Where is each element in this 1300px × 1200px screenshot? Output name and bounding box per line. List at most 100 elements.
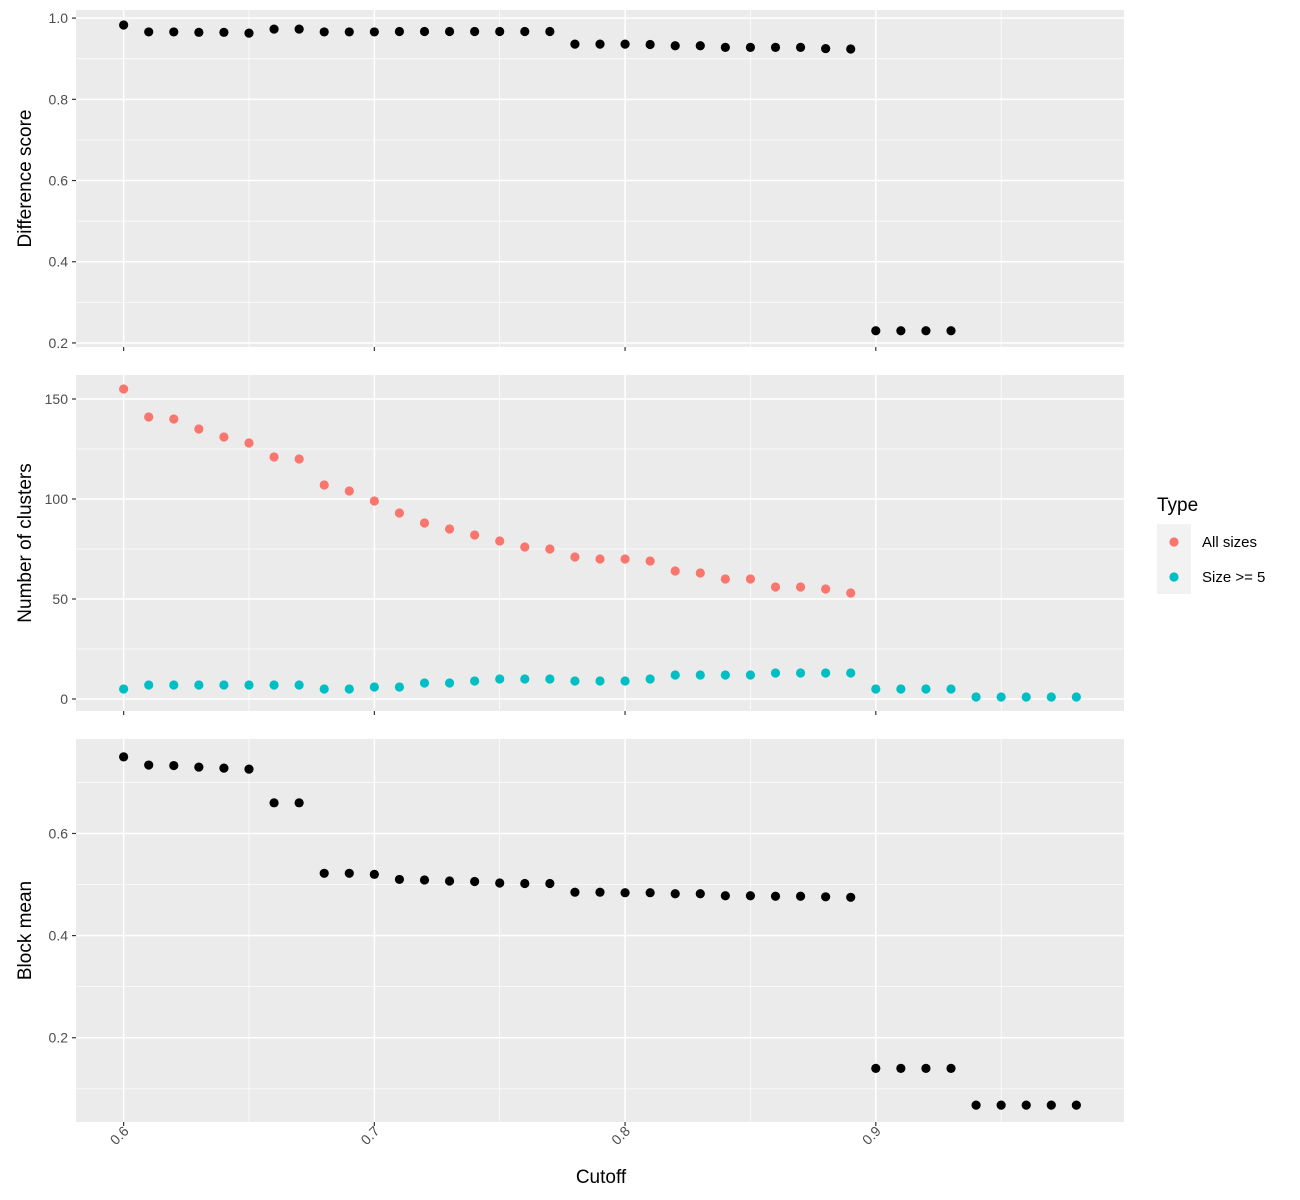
data-point (520, 26, 530, 37)
data-point (1021, 1100, 1031, 1110)
data-point (119, 752, 129, 762)
data-point (921, 1063, 931, 1073)
legend-label: Size >= 5 (1202, 569, 1265, 586)
data-point (670, 566, 680, 576)
data-point (394, 874, 405, 885)
data-point (520, 674, 530, 684)
data-point (896, 326, 906, 336)
data-point (645, 556, 655, 566)
data-point (770, 668, 781, 678)
data-point (595, 676, 605, 686)
data-point (595, 887, 605, 897)
x-tick-label: 0.6 (107, 1123, 132, 1148)
data-point (720, 670, 730, 680)
data-point (821, 892, 831, 902)
y-tick-label: 0.4 (49, 928, 69, 944)
data-point (896, 1063, 906, 1073)
data-point (144, 760, 154, 770)
y-tick-label: 0.8 (49, 91, 69, 107)
data-point (695, 568, 705, 578)
data-point (871, 684, 881, 694)
data-point (795, 582, 806, 592)
data-point (821, 668, 831, 678)
data-point (745, 42, 756, 52)
y-tick-label: 0.2 (49, 335, 69, 351)
data-point (921, 326, 931, 336)
data-point (670, 889, 680, 899)
data-point (194, 762, 204, 772)
data-point (419, 875, 430, 885)
data-point (419, 678, 430, 688)
data-point (770, 891, 781, 901)
data-point (1021, 692, 1031, 702)
y-tick-label: 1.0 (49, 10, 69, 26)
data-point (620, 888, 630, 898)
data-point (821, 43, 831, 54)
data-point (670, 41, 680, 51)
data-point (444, 678, 455, 688)
data-point (470, 530, 480, 540)
data-point (219, 763, 229, 773)
data-point (394, 508, 405, 518)
data-point (720, 891, 730, 901)
data-point (996, 1100, 1006, 1110)
panel-background (76, 10, 1124, 347)
data-point (369, 869, 379, 879)
data-point (394, 26, 405, 37)
data-point (570, 552, 580, 562)
y-tick-label: 0.4 (49, 254, 69, 270)
data-point (419, 26, 430, 37)
data-point (169, 680, 179, 690)
data-point (444, 26, 455, 37)
panel-background (76, 375, 1124, 711)
data-point (319, 27, 329, 37)
data-point (294, 798, 304, 808)
data-point (319, 684, 329, 694)
data-point (795, 42, 806, 52)
data-point (144, 27, 154, 37)
y-tick-label: 0.6 (49, 173, 69, 189)
data-point (419, 518, 430, 528)
series-size-5 (119, 668, 1081, 702)
data-point (645, 888, 655, 898)
data-point (846, 668, 856, 678)
data-point (1071, 1100, 1081, 1110)
data-point (971, 692, 981, 702)
legend-key (1169, 572, 1179, 582)
data-point (294, 24, 304, 34)
legend-key (1169, 537, 1179, 547)
data-point (119, 20, 129, 30)
data-point (119, 684, 129, 694)
data-point (695, 41, 705, 51)
data-point (394, 682, 405, 692)
data-point (846, 44, 856, 54)
x-axis-title: Cutoff (576, 1167, 627, 1188)
data-point (1046, 692, 1056, 702)
data-point (720, 42, 730, 52)
y-axis-title: Difference score (15, 110, 36, 248)
data-point (169, 414, 179, 424)
data-point (219, 27, 229, 37)
series-all-sizes (119, 384, 856, 598)
data-point (194, 424, 204, 434)
data-point (770, 582, 781, 592)
data-point (545, 878, 555, 889)
data-point (821, 584, 831, 594)
data-point (470, 676, 480, 686)
data-point (695, 889, 705, 899)
data-point (344, 486, 354, 496)
data-point (645, 674, 655, 684)
legend-items: All sizes Size >= 5 (1157, 524, 1265, 594)
data-point (344, 27, 354, 37)
data-point (946, 326, 956, 336)
data-point (520, 878, 530, 889)
legend-key-background (1157, 524, 1191, 594)
data-point (620, 554, 630, 564)
data-point (144, 680, 154, 690)
panels-layer: 0.2 0.4 0.6 0.8 1.0 Difference score 0 50 100 150… (15, 10, 1124, 1126)
data-point (344, 868, 354, 878)
data-point (194, 680, 204, 690)
y-tick-label: 100 (45, 491, 69, 507)
data-point (344, 684, 354, 694)
